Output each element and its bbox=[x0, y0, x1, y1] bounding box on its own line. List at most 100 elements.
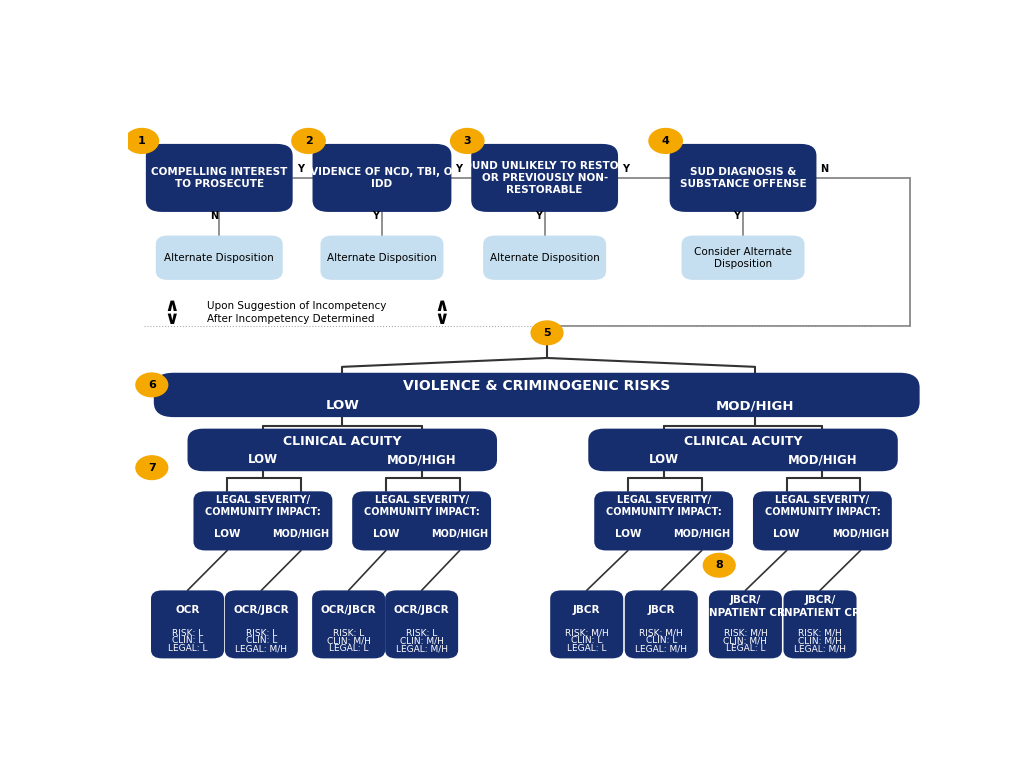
Text: RISK: M/H: RISK: M/H bbox=[639, 629, 683, 637]
FancyBboxPatch shape bbox=[385, 591, 458, 658]
FancyBboxPatch shape bbox=[670, 144, 816, 212]
Text: Upon Suggestion of Incompetency: Upon Suggestion of Incompetency bbox=[207, 301, 387, 311]
Text: Y: Y bbox=[622, 164, 629, 174]
Text: MOD/HIGH: MOD/HIGH bbox=[716, 399, 795, 412]
FancyBboxPatch shape bbox=[145, 144, 293, 212]
FancyBboxPatch shape bbox=[312, 144, 452, 212]
Text: JBCR/
INPATIENT CR: JBCR/ INPATIENT CR bbox=[706, 595, 785, 617]
Text: LOW: LOW bbox=[648, 453, 679, 466]
Text: LOW: LOW bbox=[214, 529, 241, 539]
FancyBboxPatch shape bbox=[594, 492, 733, 551]
Circle shape bbox=[292, 128, 326, 154]
Text: ∧: ∧ bbox=[164, 297, 179, 315]
FancyBboxPatch shape bbox=[483, 236, 606, 280]
Text: LEGAL SEVERITY/
COMMUNITY IMPACT:: LEGAL SEVERITY/ COMMUNITY IMPACT: bbox=[364, 495, 479, 518]
Text: LEGAL: L: LEGAL: L bbox=[329, 644, 369, 653]
Text: ∧: ∧ bbox=[434, 297, 449, 315]
Text: RISK: L: RISK: L bbox=[406, 629, 437, 637]
Text: OCR/JBCR: OCR/JBCR bbox=[233, 604, 289, 614]
FancyBboxPatch shape bbox=[682, 236, 805, 280]
Text: Y: Y bbox=[733, 211, 740, 221]
FancyBboxPatch shape bbox=[550, 591, 624, 658]
Text: RISK: L: RISK: L bbox=[333, 629, 365, 637]
Text: ∨: ∨ bbox=[434, 310, 449, 328]
Text: MOD/HIGH: MOD/HIGH bbox=[673, 529, 730, 539]
Text: MOD/HIGH: MOD/HIGH bbox=[787, 453, 857, 466]
Text: CLINICAL ACUITY: CLINICAL ACUITY bbox=[684, 435, 802, 448]
FancyBboxPatch shape bbox=[783, 591, 856, 658]
Text: Consider Alternate
Disposition: Consider Alternate Disposition bbox=[694, 247, 792, 269]
Circle shape bbox=[136, 456, 168, 479]
Text: After Incompetency Determined: After Incompetency Determined bbox=[207, 313, 375, 323]
Text: LOW: LOW bbox=[373, 529, 399, 539]
Text: 3: 3 bbox=[464, 136, 471, 146]
Text: FOUND UNLIKELY TO RESTORE
OR PREVIOUSLY NON-
RESTORABLE: FOUND UNLIKELY TO RESTORE OR PREVIOUSLY … bbox=[456, 161, 634, 195]
Text: JBCR: JBCR bbox=[573, 604, 600, 614]
Text: 2: 2 bbox=[305, 136, 312, 146]
Text: OCR/JBCR: OCR/JBCR bbox=[321, 604, 377, 614]
Text: 8: 8 bbox=[716, 560, 723, 571]
Circle shape bbox=[703, 554, 735, 577]
Circle shape bbox=[531, 321, 563, 345]
Text: LEGAL SEVERITY/
COMMUNITY IMPACT:: LEGAL SEVERITY/ COMMUNITY IMPACT: bbox=[205, 495, 321, 518]
FancyBboxPatch shape bbox=[753, 492, 892, 551]
Text: CLIN: L: CLIN: L bbox=[645, 637, 677, 645]
Text: CLIN: M/H: CLIN: M/H bbox=[327, 637, 371, 645]
Text: RISK: M/H: RISK: M/H bbox=[724, 629, 767, 637]
Text: RISK: L: RISK: L bbox=[246, 629, 276, 637]
FancyBboxPatch shape bbox=[352, 492, 492, 551]
Text: LEGAL SEVERITY/
COMMUNITY IMPACT:: LEGAL SEVERITY/ COMMUNITY IMPACT: bbox=[606, 495, 722, 518]
Text: JBCR/
INPATIENT CR: JBCR/ INPATIENT CR bbox=[780, 595, 860, 617]
Circle shape bbox=[451, 128, 484, 154]
Text: LEGAL: L: LEGAL: L bbox=[567, 644, 606, 653]
Text: RISK: L: RISK: L bbox=[172, 629, 203, 637]
Text: LEGAL: M/H: LEGAL: M/H bbox=[236, 644, 288, 653]
Text: MOD/HIGH: MOD/HIGH bbox=[431, 529, 488, 539]
Text: CLINICAL ACUITY: CLINICAL ACUITY bbox=[283, 435, 401, 448]
Text: MOD/HIGH: MOD/HIGH bbox=[272, 529, 330, 539]
Text: 4: 4 bbox=[662, 136, 670, 146]
Text: 5: 5 bbox=[543, 328, 551, 338]
Text: LEGAL: M/H: LEGAL: M/H bbox=[635, 644, 687, 653]
FancyBboxPatch shape bbox=[187, 429, 497, 472]
Text: LOW: LOW bbox=[614, 529, 641, 539]
Text: Y: Y bbox=[373, 211, 380, 221]
Text: Y: Y bbox=[536, 211, 542, 221]
Text: CLIN: L: CLIN: L bbox=[246, 637, 278, 645]
Text: EVIDENCE OF NCD, TBI, OR
IDD: EVIDENCE OF NCD, TBI, OR IDD bbox=[303, 167, 461, 189]
Text: CLIN: L: CLIN: L bbox=[172, 637, 203, 645]
Text: SUD DIAGNOSIS &
SUBSTANCE OFFENSE: SUD DIAGNOSIS & SUBSTANCE OFFENSE bbox=[680, 167, 806, 189]
Text: CLIN: L: CLIN: L bbox=[571, 637, 602, 645]
Text: Alternate Disposition: Alternate Disposition bbox=[327, 253, 437, 263]
Text: RISK: M/H: RISK: M/H bbox=[565, 629, 608, 637]
Text: LEGAL SEVERITY/
COMMUNITY IMPACT:: LEGAL SEVERITY/ COMMUNITY IMPACT: bbox=[765, 495, 881, 518]
Text: N: N bbox=[820, 164, 828, 174]
Text: LOW: LOW bbox=[773, 529, 800, 539]
Text: CLIN: M/H: CLIN: M/H bbox=[399, 637, 443, 645]
Text: LEGAL: L: LEGAL: L bbox=[168, 644, 207, 653]
FancyBboxPatch shape bbox=[321, 236, 443, 280]
Text: COMPELLING INTEREST
TO PROSECUTE: COMPELLING INTEREST TO PROSECUTE bbox=[152, 167, 288, 189]
Text: Alternate Disposition: Alternate Disposition bbox=[165, 253, 274, 263]
Circle shape bbox=[649, 128, 682, 154]
Text: N: N bbox=[210, 211, 218, 221]
FancyBboxPatch shape bbox=[312, 591, 385, 658]
Circle shape bbox=[136, 373, 168, 397]
Text: Alternate Disposition: Alternate Disposition bbox=[489, 253, 599, 263]
Text: LOW: LOW bbox=[326, 399, 359, 412]
FancyBboxPatch shape bbox=[588, 429, 898, 472]
Text: LEGAL: L: LEGAL: L bbox=[726, 644, 765, 653]
FancyBboxPatch shape bbox=[709, 591, 782, 658]
Circle shape bbox=[125, 128, 159, 154]
Text: Y: Y bbox=[456, 164, 463, 174]
Text: JBCR: JBCR bbox=[647, 604, 675, 614]
Text: RISK: M/H: RISK: M/H bbox=[798, 629, 842, 637]
Text: 7: 7 bbox=[147, 462, 156, 472]
Text: LEGAL: M/H: LEGAL: M/H bbox=[794, 644, 846, 653]
FancyBboxPatch shape bbox=[194, 492, 333, 551]
FancyBboxPatch shape bbox=[151, 591, 224, 658]
Text: ∨: ∨ bbox=[164, 310, 179, 328]
Text: LEGAL: M/H: LEGAL: M/H bbox=[395, 644, 447, 653]
FancyBboxPatch shape bbox=[225, 591, 298, 658]
Text: 1: 1 bbox=[138, 136, 145, 146]
